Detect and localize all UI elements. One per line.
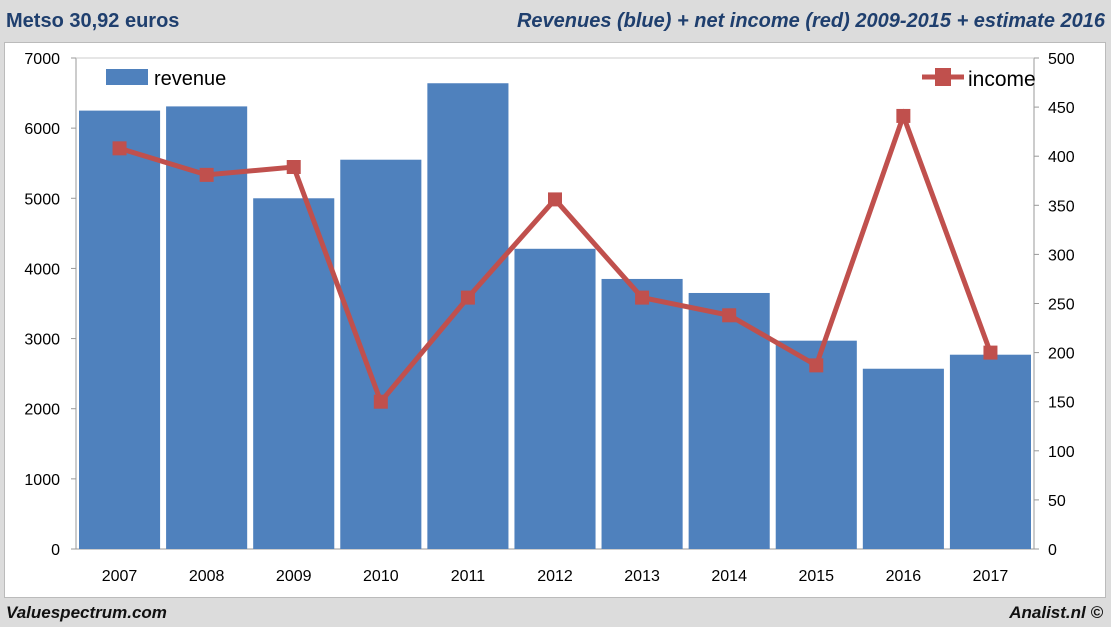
right-tick-label: 500: [1048, 51, 1075, 68]
legend-revenue-label: revenue: [154, 68, 226, 90]
right-tick-label: 150: [1048, 395, 1075, 412]
revenue-bar-2013: [601, 278, 683, 549]
footer-source: Valuespectrum.com: [6, 603, 167, 622]
income-marker-2010: [373, 394, 388, 409]
right-tick-label: 200: [1048, 346, 1075, 363]
revenue-bar-2012: [514, 248, 596, 549]
revenue-bar-2017: [949, 354, 1031, 549]
income-marker-2012: [548, 192, 562, 207]
income-marker-2013: [635, 290, 650, 305]
income-marker-2007: [112, 141, 127, 156]
revenue-bar-2007: [79, 110, 161, 549]
right-tick-label: 400: [1048, 149, 1075, 166]
x-tick-label: 2016: [886, 568, 922, 585]
income-marker-2017: [983, 345, 998, 360]
right-tick-label: 450: [1048, 100, 1075, 117]
left-tick-label: 7000: [24, 51, 60, 68]
left-tick-label: 1000: [24, 472, 60, 489]
right-tick-label: 0: [1048, 542, 1057, 559]
x-tick-label: 2017: [973, 568, 1009, 585]
income-marker-2015: [809, 358, 824, 373]
right-tick-label: 300: [1048, 247, 1075, 264]
legend-income-label: income: [968, 68, 1036, 91]
left-tick-label: 2000: [24, 402, 60, 419]
x-tick-label: 2011: [451, 568, 486, 585]
right-tick-label: 350: [1048, 198, 1075, 215]
x-tick-label: 2012: [537, 568, 573, 585]
revenue-bar-2016: [862, 368, 944, 549]
income-marker-2011: [460, 290, 475, 305]
left-tick-label: 5000: [24, 191, 60, 208]
right-tick-label: 100: [1048, 444, 1075, 461]
x-tick-label: 2014: [711, 568, 747, 585]
x-tick-label: 2010: [363, 568, 399, 585]
x-tick-label: 2013: [624, 568, 660, 585]
revenue-bar-2011: [427, 83, 509, 549]
left-tick-label: 6000: [24, 121, 60, 138]
x-tick-label: 2008: [189, 568, 225, 585]
income-marker-2009: [286, 160, 301, 175]
right-tick-label: 250: [1048, 297, 1075, 314]
chart-title-right: Revenues (blue) + net income (red) 2009-…: [516, 10, 1105, 32]
income-marker-2008: [199, 167, 214, 182]
income-marker-2014: [722, 308, 737, 323]
legend-revenue-swatch: [106, 69, 148, 85]
revenue-bar-2015: [775, 340, 857, 549]
left-tick-label: 4000: [24, 261, 60, 278]
legend-income-marker: [935, 68, 951, 86]
chart-title-left: Metso 30,92 euros: [6, 10, 180, 32]
right-tick-label: 50: [1048, 493, 1066, 510]
x-tick-label: 2007: [102, 568, 138, 585]
revenue-bar-2009: [253, 198, 335, 550]
revenue-bar-2014: [688, 292, 770, 549]
left-tick-label: 3000: [24, 332, 60, 349]
left-tick-label: 0: [51, 542, 60, 559]
footer-copyright: Analist.nl ©: [1009, 603, 1103, 622]
revenue-bar-2010: [340, 159, 422, 549]
x-tick-label: 2015: [798, 568, 834, 585]
x-tick-label: 2009: [276, 568, 312, 585]
income-marker-2016: [896, 108, 911, 123]
